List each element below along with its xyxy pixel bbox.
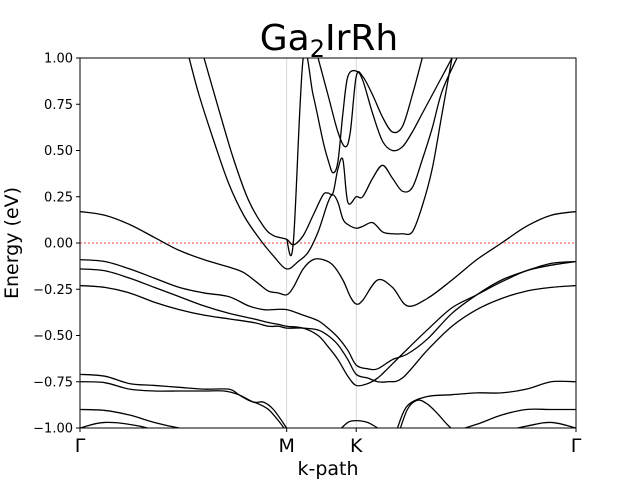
- band-line-3: [80, 373, 285, 428]
- kpoint-label: M: [278, 435, 294, 457]
- kpoint-label: K: [350, 435, 363, 457]
- band-line-7: [462, 408, 576, 428]
- y-tick-label: 0.75: [44, 98, 73, 113]
- band-line-11: [80, 210, 576, 307]
- title-rest: IrRh: [325, 18, 398, 59]
- band-line-0: [80, 421, 576, 428]
- band-line-10: [80, 259, 576, 371]
- y-tick-label: 0.25: [44, 190, 73, 205]
- band-line-9: [80, 260, 576, 387]
- kpoint-label: Γ: [571, 435, 582, 457]
- y-tick-label: −1.00: [33, 422, 73, 437]
- y-tick-label: 0.00: [44, 237, 73, 252]
- y-axis-ticks: −1.00 −0.75 −0.50 −0.25 0.00 0.25 0.50 0.75 1.00: [33, 52, 80, 437]
- band-line-12: [188, 58, 453, 270]
- y-axis-label: Energy (eV): [1, 187, 23, 299]
- title-base: Ga: [260, 18, 310, 59]
- band-line-14: [286, 58, 453, 257]
- band-line-4: [340, 419, 379, 428]
- y-tick-label: −0.25: [33, 283, 73, 298]
- y-tick-label: 1.00: [44, 52, 73, 67]
- band-line-6: [396, 380, 576, 428]
- kpoint-label: Γ: [75, 435, 86, 457]
- chart-title: Ga2IrRh: [260, 18, 399, 63]
- x-axis-label: k-path: [297, 458, 358, 480]
- y-tick-label: −0.50: [33, 329, 73, 344]
- bands: [80, 58, 576, 428]
- band-line-15: [317, 58, 423, 148]
- band-line-1: [80, 408, 183, 428]
- band-line-5: [399, 399, 452, 428]
- band-line-8: [80, 284, 576, 383]
- band-line-13: [203, 58, 458, 246]
- title-subscript: 2: [310, 35, 325, 63]
- band-line-2: [80, 381, 288, 428]
- y-tick-label: 0.50: [44, 144, 73, 159]
- y-tick-label: −0.75: [33, 375, 73, 390]
